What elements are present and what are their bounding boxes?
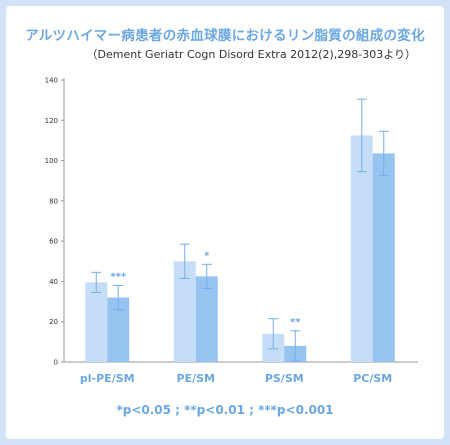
y-tick-label: 80 [49, 197, 58, 205]
significance-marker: * [204, 250, 210, 261]
bars [85, 135, 395, 362]
significance-footnote: *p<0.05 ; **p<0.01 ; ***p<0.001 [116, 403, 334, 417]
bar [173, 261, 196, 362]
y-tick-label: 40 [49, 278, 58, 286]
y-tick-label: 140 [45, 77, 58, 85]
citation: （Dement Geriatr Cogn Disord Extra 2012(2… [86, 48, 416, 61]
significance-marker: ** [290, 317, 301, 328]
significance-marker: *** [110, 271, 126, 282]
bar [195, 276, 218, 362]
x-tick-label: pl-PE/SM [80, 372, 135, 385]
x-tick-label: PC/SM [353, 372, 392, 385]
y-tick-label: 100 [45, 157, 58, 165]
x-tick-label: PS/SM [265, 372, 304, 385]
bar [350, 135, 373, 362]
labels: *** pl-PE/SM * PE/SM ** PS/SM PC/SM [80, 250, 392, 385]
y-tick-label: 0 [54, 359, 58, 367]
error-bars [91, 98, 389, 362]
y-tick-label: 60 [49, 238, 58, 246]
bar [85, 282, 108, 362]
bar [372, 153, 395, 362]
chart-title: アルツハイマー病患者の赤血球膜におけるリン脂質の組成の変化 [25, 28, 425, 44]
x-tick-label: PE/SM [177, 372, 215, 385]
bar [107, 297, 130, 362]
y-tick-label: 20 [49, 318, 58, 326]
y-tick-label: 120 [45, 117, 58, 125]
